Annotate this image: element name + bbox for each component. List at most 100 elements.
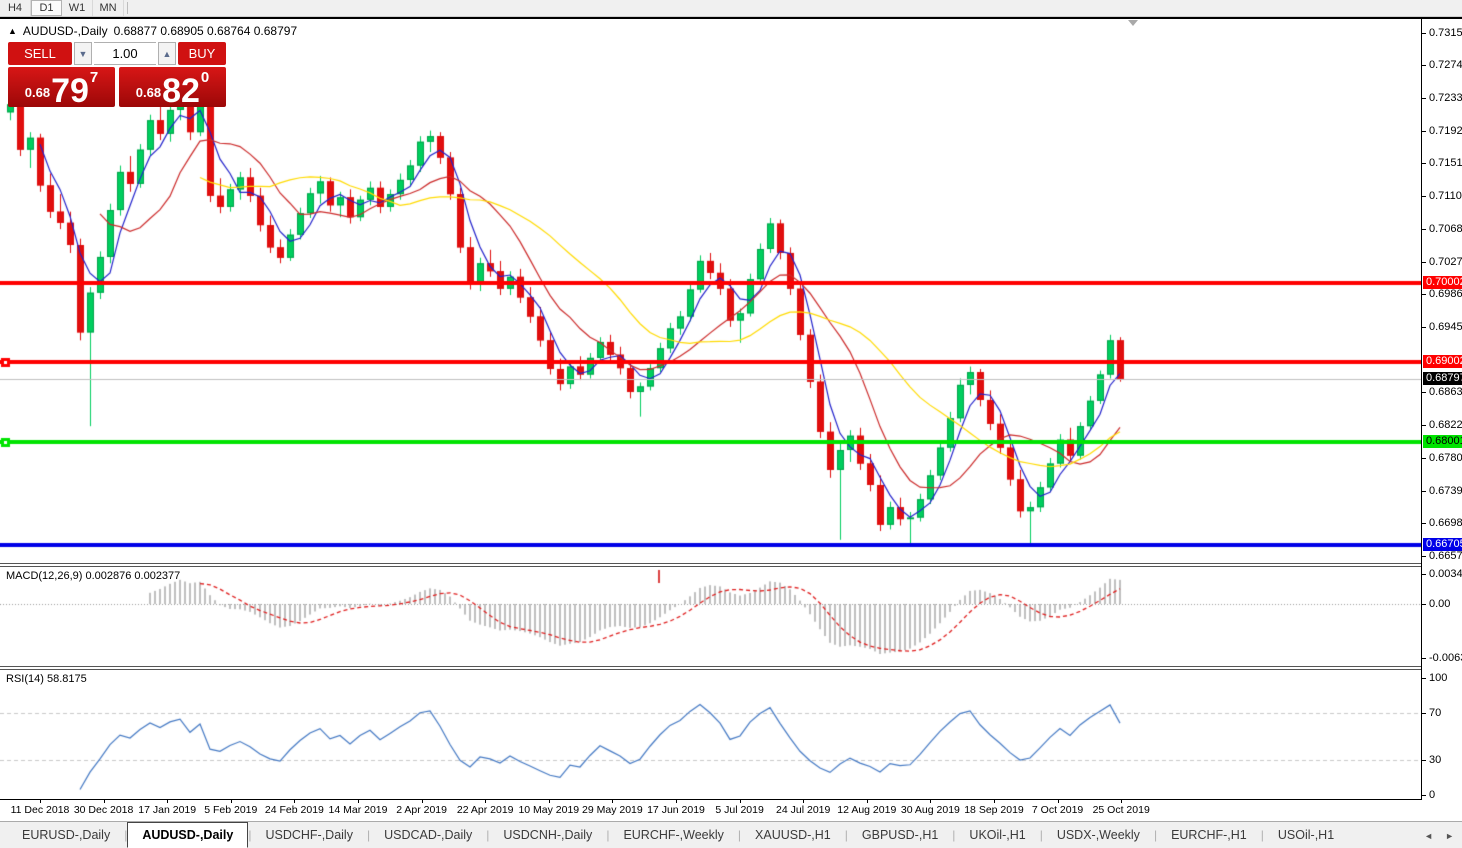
buy-button[interactable]: BUY bbox=[178, 42, 226, 65]
current-price-label: 0.68797 bbox=[1423, 371, 1462, 385]
panel-splitter[interactable] bbox=[0, 666, 1462, 670]
timeframe-button-mn[interactable]: MN bbox=[93, 0, 124, 16]
chart-tab-eurchf-h1[interactable]: EURCHF-,H1 bbox=[1171, 828, 1247, 842]
volume-input[interactable] bbox=[94, 42, 156, 65]
timeframe-button-d1[interactable]: D1 bbox=[31, 0, 62, 16]
panel-splitter[interactable] bbox=[0, 563, 1462, 567]
date-label: 7 Oct 2019 bbox=[1031, 804, 1084, 816]
tab-separator: | bbox=[1260, 828, 1264, 842]
date-axis-tick bbox=[1121, 800, 1123, 803]
chart-tab-bar: EURUSD-,Daily | AUDUSD-,Daily | USDCHF-,Dail… bbox=[0, 821, 1462, 848]
macd-axis-tick: 0.00 bbox=[1422, 597, 1450, 611]
date-label: 30 Dec 2018 bbox=[73, 804, 134, 816]
timeframe-button-h4[interactable]: H4 bbox=[0, 0, 31, 16]
date-label: 29 May 2019 bbox=[582, 804, 643, 816]
chart-tab-ukoil-h1[interactable]: UKOil-,H1 bbox=[969, 828, 1026, 842]
buy-price-big: 82 bbox=[162, 72, 200, 110]
volume-decrease-button[interactable]: ▼ bbox=[74, 42, 92, 65]
tab-separator: | bbox=[486, 828, 490, 842]
date-axis-tick bbox=[230, 800, 232, 803]
timeframe-button-w1[interactable]: W1 bbox=[62, 0, 93, 16]
date-label: 2 Apr 2019 bbox=[396, 804, 447, 816]
date-label: 17 Jan 2019 bbox=[138, 804, 197, 816]
chart-tab-xauusd-h1[interactable]: XAUUSD-,H1 bbox=[755, 828, 831, 842]
date-label: 25 Oct 2019 bbox=[1092, 804, 1150, 816]
date-label: 11 Dec 2018 bbox=[10, 804, 70, 816]
tab-scroll-nav: ◄ ► bbox=[1424, 822, 1454, 848]
date-axis-tick bbox=[40, 800, 41, 803]
chart-tab-eurusd-daily[interactable]: EURUSD-,Daily bbox=[22, 828, 111, 842]
chart-tab-usdx-weekly[interactable]: USDX-,Weekly bbox=[1056, 828, 1140, 842]
spin-down-icon: ▼ bbox=[78, 48, 88, 59]
date-axis-tick bbox=[103, 800, 105, 803]
chart-tab-eurchf-weekly[interactable]: EURCHF-,Weekly bbox=[623, 828, 724, 842]
date-label: 22 Apr 2019 bbox=[456, 804, 514, 816]
symbol-title: AUDUSD-,Daily bbox=[22, 24, 108, 38]
sell-button[interactable]: SELL bbox=[8, 42, 72, 65]
price-line-label: 0.68001 bbox=[1423, 434, 1462, 448]
tab-separator: | bbox=[1039, 828, 1043, 842]
date-axis-tick bbox=[994, 800, 995, 803]
date-label: 14 Mar 2019 bbox=[328, 804, 388, 816]
macd-axis-tick: 0.00349 bbox=[1422, 567, 1462, 581]
chart-tab-usoil-h1[interactable]: USOil-,H1 bbox=[1277, 828, 1335, 842]
date-axis-tick bbox=[548, 800, 550, 803]
date-axis-tick bbox=[421, 800, 423, 803]
symbol-title-row: ▲ AUDUSD-,Daily 0.68877 0.68905 0.68764 … bbox=[8, 24, 297, 38]
tab-separator: | bbox=[366, 828, 371, 842]
tab-separator: | bbox=[1153, 828, 1158, 842]
tab-separator: | bbox=[737, 828, 742, 842]
tab-separator: | bbox=[952, 828, 956, 842]
date-label: 12 Aug 2019 bbox=[837, 804, 897, 816]
sell-price-big: 79 bbox=[51, 72, 89, 110]
chart-tab-usdcad-daily[interactable]: USDCAD-,Daily bbox=[384, 828, 473, 842]
macd-panel-canvas[interactable] bbox=[0, 567, 1421, 666]
chart-shift-marker-icon[interactable] bbox=[1128, 20, 1138, 26]
rsi-panel-canvas[interactable] bbox=[0, 670, 1421, 799]
chart-tab-usdcnh-daily[interactable]: USDCNH-,Daily bbox=[503, 828, 593, 842]
tab-scroll-left-icon[interactable]: ◄ bbox=[1424, 830, 1434, 841]
sell-price-display[interactable]: 0.68 79 7 bbox=[8, 67, 115, 110]
date-axis-tick bbox=[866, 800, 868, 803]
ohlc-readout: 0.68877 0.68905 0.68764 0.68797 bbox=[113, 24, 298, 38]
date-label: 24 Jul 2019 bbox=[776, 804, 831, 816]
price-chart-canvas[interactable] bbox=[0, 19, 1421, 563]
rsi-label: RSI(14) 58.8175 bbox=[6, 673, 87, 685]
volume-increase-button[interactable]: ▲ bbox=[158, 42, 176, 65]
rsi-axis-tick: 70 bbox=[1422, 706, 1441, 720]
sell-price-sup: 7 bbox=[89, 69, 99, 86]
tab-separator: | bbox=[248, 828, 252, 842]
date-axis[interactable]: 11 Dec 2018 30 Dec 2018 17 Jan 2019 5 Feb 2… bbox=[0, 800, 1462, 821]
tab-scroll-right-icon[interactable]: ► bbox=[1445, 830, 1454, 841]
date-axis-border bbox=[0, 799, 1462, 800]
chart-tab-gbpusd-h1[interactable]: GBPUSD-,H1 bbox=[861, 828, 939, 842]
price-line-label: 0.70002 bbox=[1423, 276, 1462, 289]
date-label: 5 Jul 2019 bbox=[715, 804, 764, 816]
date-axis-tick bbox=[930, 800, 932, 803]
sell-price-prefix: 0.68 bbox=[24, 85, 51, 100]
one-click-trading-widget: SELL ▼ ▲ BUY 0.68 79 7 0.68 82 0 bbox=[8, 42, 226, 110]
collapse-arrow-icon[interactable]: ▲ bbox=[8, 26, 17, 36]
buy-price-prefix: 0.68 bbox=[135, 85, 162, 100]
date-axis-tick bbox=[1057, 800, 1059, 803]
tab-separator: | bbox=[606, 828, 610, 842]
rsi-axis-tick: 30 bbox=[1422, 753, 1441, 767]
buy-price-display[interactable]: 0.68 82 0 bbox=[119, 67, 226, 110]
chart-tab-audusd-daily[interactable]: AUDUSD-,Daily bbox=[127, 822, 249, 848]
date-axis-tick bbox=[612, 800, 614, 803]
buy-price-sup: 0 bbox=[200, 69, 210, 86]
date-label: 24 Feb 2019 bbox=[264, 804, 324, 816]
price-line-label: 0.69002 bbox=[1423, 355, 1462, 369]
chart-tab-usdchf-daily[interactable]: USDCHF-,Daily bbox=[265, 828, 353, 842]
